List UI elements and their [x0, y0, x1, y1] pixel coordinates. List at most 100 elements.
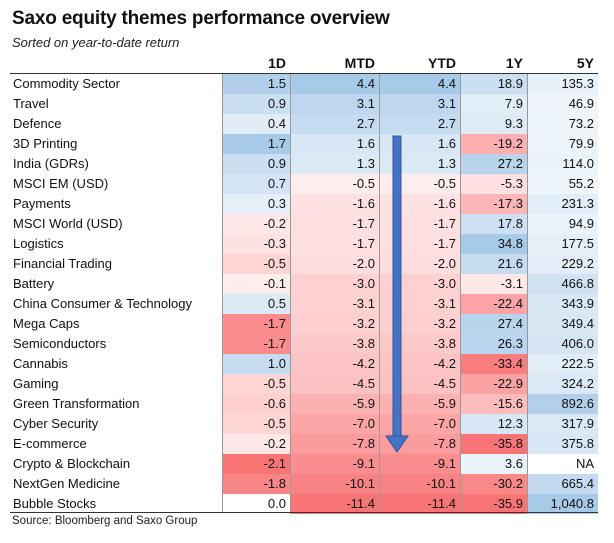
cell-1d: -1.7: [222, 334, 290, 354]
cell-5y: 1,040.8: [527, 494, 598, 514]
cell-5y: 114.0: [527, 154, 598, 174]
cell-1y: -17.3: [460, 194, 527, 214]
cell-1y: 3.6: [460, 454, 527, 474]
cell-mtd: -1.6: [290, 194, 379, 214]
row-label: Defence: [13, 116, 62, 131]
cell-1y: 17.8: [460, 214, 527, 234]
cell-1y: 21.6: [460, 254, 527, 274]
column-header-5y: 5Y: [576, 55, 594, 71]
cell-1y: -19.2: [460, 134, 527, 154]
cell-1y: 18.9: [460, 74, 527, 94]
cell-1d: 0.5: [222, 294, 290, 314]
column-separator: [290, 74, 291, 512]
table-row: Defence 0.4 2.7 2.7 9.3 73.2: [10, 114, 598, 134]
cell-1d: 1.0: [222, 354, 290, 374]
cell-1d: -2.1: [222, 454, 290, 474]
cell-ytd: -10.1: [379, 474, 460, 494]
row-label: MSCI EM (USD): [13, 176, 109, 191]
row-label: Payments: [13, 196, 71, 211]
header-divider: [10, 73, 598, 74]
row-label: Gaming: [13, 376, 59, 391]
row-label: Cyber Security: [13, 416, 99, 431]
table-row: MSCI World (USD) -0.2 -1.7 -1.7 17.8 94.9: [10, 214, 598, 234]
cell-1y: -22.4: [460, 294, 527, 314]
cell-1y: -15.6: [460, 394, 527, 414]
cell-5y: 46.9: [527, 94, 598, 114]
cell-1d: 0.0: [222, 494, 290, 514]
cell-mtd: -3.8: [290, 334, 379, 354]
cell-mtd: -7.8: [290, 434, 379, 454]
row-label: MSCI World (USD): [13, 216, 123, 231]
cell-5y: 324.2: [527, 374, 598, 394]
cell-1y: -35.9: [460, 494, 527, 514]
cell-5y: 343.9: [527, 294, 598, 314]
cell-1d: -0.1: [222, 274, 290, 294]
row-label: Green Transformation: [13, 396, 140, 411]
row-label: Semiconductors: [13, 336, 107, 351]
column-header-mtd: MTD: [344, 55, 375, 71]
column-separator: [527, 74, 528, 512]
cell-mtd: 3.1: [290, 94, 379, 114]
cell-1d: -1.7: [222, 314, 290, 334]
cell-mtd: -3.1: [290, 294, 379, 314]
cell-ytd: 3.1: [379, 94, 460, 114]
cell-ytd: 2.7: [379, 114, 460, 134]
cell-mtd: -2.0: [290, 254, 379, 274]
row-label: Travel: [13, 96, 49, 111]
row-label: 3D Printing: [13, 136, 78, 151]
row-label: Financial Trading: [13, 256, 112, 271]
table-row: NextGen Medicine -1.8 -10.1 -10.1 -30.2 665.4: [10, 474, 598, 494]
table-row: Commodity Sector 1.5 4.4 4.4 18.9 135.3: [10, 74, 598, 94]
cell-mtd: -3.2: [290, 314, 379, 334]
cell-1y: 26.3: [460, 334, 527, 354]
cell-mtd: -7.0: [290, 414, 379, 434]
table-row: Gaming -0.5 -4.5 -4.5 -22.9 324.2: [10, 374, 598, 394]
cell-ytd: -11.4: [379, 494, 460, 514]
cell-1y: 34.8: [460, 234, 527, 254]
cell-1d: 0.7: [222, 174, 290, 194]
row-label: E-commerce: [13, 436, 87, 451]
cell-1d: 0.9: [222, 94, 290, 114]
cell-1d: -0.5: [222, 254, 290, 274]
row-label: Crypto & Blockchain: [13, 456, 131, 471]
table-row: Bubble Stocks 0.0 -11.4 -11.4 -35.9 1,040.8: [10, 494, 598, 514]
cell-mtd: -4.5: [290, 374, 379, 394]
row-label: Cannabis: [13, 356, 68, 371]
table-row: Travel 0.9 3.1 3.1 7.9 46.9: [10, 94, 598, 114]
chart-subtitle: Sorted on year-to-date return: [12, 35, 180, 50]
cell-mtd: 1.6: [290, 134, 379, 154]
row-label: Commodity Sector: [13, 76, 120, 91]
table-row: E-commerce -0.2 -7.8 -7.8 -35.8 375.8: [10, 434, 598, 454]
cell-1y: -3.1: [460, 274, 527, 294]
cell-mtd: -0.5: [290, 174, 379, 194]
cell-1d: 0.3: [222, 194, 290, 214]
cell-1d: -0.5: [222, 414, 290, 434]
cell-1y: -35.8: [460, 434, 527, 454]
row-label: Mega Caps: [13, 316, 80, 331]
column-separator: [222, 74, 223, 512]
cell-1y: -30.2: [460, 474, 527, 494]
cell-mtd: -10.1: [290, 474, 379, 494]
cell-5y: 406.0: [527, 334, 598, 354]
source-note: Source: Bloomberg and Saxo Group: [12, 515, 198, 527]
cell-1d: -0.2: [222, 214, 290, 234]
cell-1d: 1.7: [222, 134, 290, 154]
cell-5y: 135.3: [527, 74, 598, 94]
cell-1d: -0.5: [222, 374, 290, 394]
cell-mtd: -1.7: [290, 214, 379, 234]
cell-mtd: 4.4: [290, 74, 379, 94]
column-separator: [460, 74, 461, 512]
cell-1y: 27.2: [460, 154, 527, 174]
cell-1y: 9.3: [460, 114, 527, 134]
cell-1d: 0.9: [222, 154, 290, 174]
row-label: Bubble Stocks: [13, 496, 97, 511]
table-row: Crypto & Blockchain -2.1 -9.1 -9.1 3.6 NA: [10, 454, 598, 474]
cell-1d: 0.4: [222, 114, 290, 134]
cell-mtd: -5.9: [290, 394, 379, 414]
cell-ytd: 4.4: [379, 74, 460, 94]
cell-1d: -1.8: [222, 474, 290, 494]
cell-5y: 375.8: [527, 434, 598, 454]
cell-5y: 665.4: [527, 474, 598, 494]
cell-1d: -0.6: [222, 394, 290, 414]
